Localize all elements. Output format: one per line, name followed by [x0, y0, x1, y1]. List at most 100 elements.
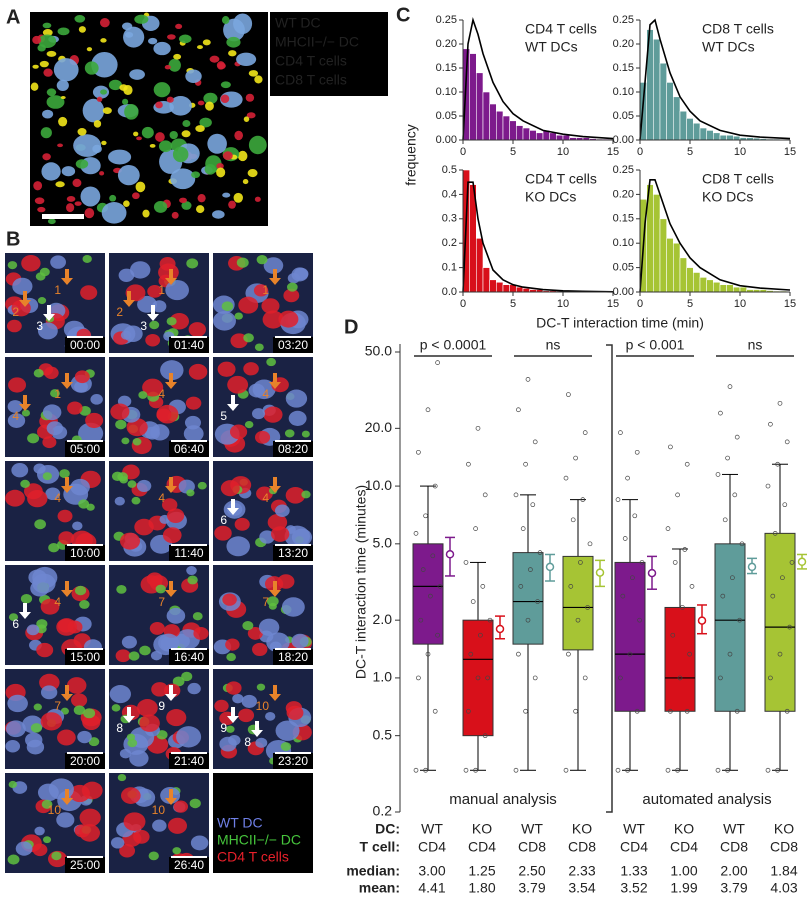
cell	[37, 297, 47, 305]
comparison-label: p < 0.001	[626, 337, 685, 353]
cell	[178, 34, 192, 44]
cell	[74, 370, 90, 384]
cell	[48, 778, 74, 800]
cell	[259, 530, 275, 544]
cell	[244, 420, 254, 429]
cell	[158, 263, 179, 282]
y-tick-label: 0.20	[613, 188, 634, 200]
separator	[606, 344, 613, 813]
cell	[291, 267, 309, 282]
cell	[51, 851, 62, 861]
cell	[258, 618, 280, 636]
cell	[169, 312, 190, 330]
cell	[6, 319, 22, 333]
panel-caption: KO DCs	[702, 189, 753, 205]
panel-caption: WT DCs	[702, 39, 755, 55]
table-cell: KO	[774, 821, 794, 837]
cell	[45, 487, 61, 501]
arrow-label: 8	[116, 721, 123, 735]
cell	[122, 98, 129, 105]
cell	[57, 143, 63, 148]
cell	[37, 44, 46, 52]
cell	[256, 255, 268, 265]
cell	[115, 649, 131, 663]
cell	[47, 218, 56, 225]
cell	[232, 693, 244, 704]
data-point	[473, 767, 478, 773]
arrow	[165, 373, 177, 389]
cell	[74, 201, 82, 206]
timestamp: 18:20	[278, 650, 308, 664]
time-box	[65, 545, 105, 561]
mean	[647, 568, 657, 578]
y-tick-label: 0.00	[436, 134, 457, 146]
cell	[30, 82, 39, 91]
legend-box	[270, 12, 388, 96]
cell	[108, 149, 132, 165]
data-point	[615, 497, 621, 502]
data-point	[718, 675, 723, 681]
table-cell: 3.00	[418, 863, 445, 879]
x-tick-label: 10	[734, 298, 746, 310]
data-point	[478, 632, 483, 638]
x-tick-label: 10	[557, 146, 569, 158]
cell	[166, 96, 174, 103]
cell	[7, 413, 26, 428]
box	[714, 543, 746, 712]
cell	[34, 826, 45, 836]
scale-bar	[275, 544, 311, 546]
cell	[119, 844, 136, 858]
histogram-bar	[502, 284, 510, 293]
cell	[183, 425, 204, 443]
panel-caption: CD4 T cells	[525, 171, 597, 187]
cell	[286, 705, 304, 721]
cell	[40, 598, 60, 615]
y-tick-label: 0.3	[442, 213, 457, 225]
cell	[70, 478, 90, 496]
timestamp: 15:00	[70, 650, 100, 664]
scale-bar	[67, 648, 103, 650]
histogram-bar	[732, 135, 741, 141]
cell	[90, 394, 103, 405]
scale-bar	[67, 440, 103, 442]
cell	[188, 322, 206, 337]
cell	[66, 677, 87, 694]
cell	[96, 96, 103, 102]
arrow	[165, 789, 177, 805]
arrow	[19, 291, 31, 307]
cell	[80, 186, 101, 207]
cell	[214, 699, 229, 713]
cell	[8, 780, 17, 789]
arrow-label: 4	[12, 409, 19, 423]
legend-label: CD8 T cells	[275, 72, 347, 88]
histogram-bar	[739, 286, 747, 293]
histogram-bar	[495, 281, 504, 293]
cell	[172, 146, 189, 163]
table-cell: 2.33	[568, 863, 595, 879]
cell	[179, 197, 187, 204]
cell	[285, 486, 306, 504]
cell	[301, 430, 310, 438]
y-axis-label: frequency	[403, 124, 419, 185]
cell	[117, 164, 140, 186]
cell	[226, 536, 250, 557]
y-tick-label: 0.20	[436, 38, 457, 50]
y-tick-label: 1.0	[373, 669, 393, 685]
data-point	[437, 584, 443, 589]
arrow-label: 5	[220, 409, 227, 423]
cell	[248, 70, 259, 77]
x-tick-label: 0	[637, 298, 643, 310]
cell	[101, 140, 107, 146]
arrow-label: 4	[54, 491, 61, 505]
arrow-label: 4	[158, 387, 165, 401]
cell	[233, 192, 243, 203]
data-point	[727, 384, 733, 389]
data-point	[475, 425, 481, 431]
table-cell: 1.25	[468, 863, 495, 879]
data-point	[784, 439, 790, 445]
cell	[254, 75, 263, 84]
data-point	[737, 617, 742, 623]
y-tick-label: 0.10	[436, 86, 457, 98]
cell	[42, 436, 57, 449]
